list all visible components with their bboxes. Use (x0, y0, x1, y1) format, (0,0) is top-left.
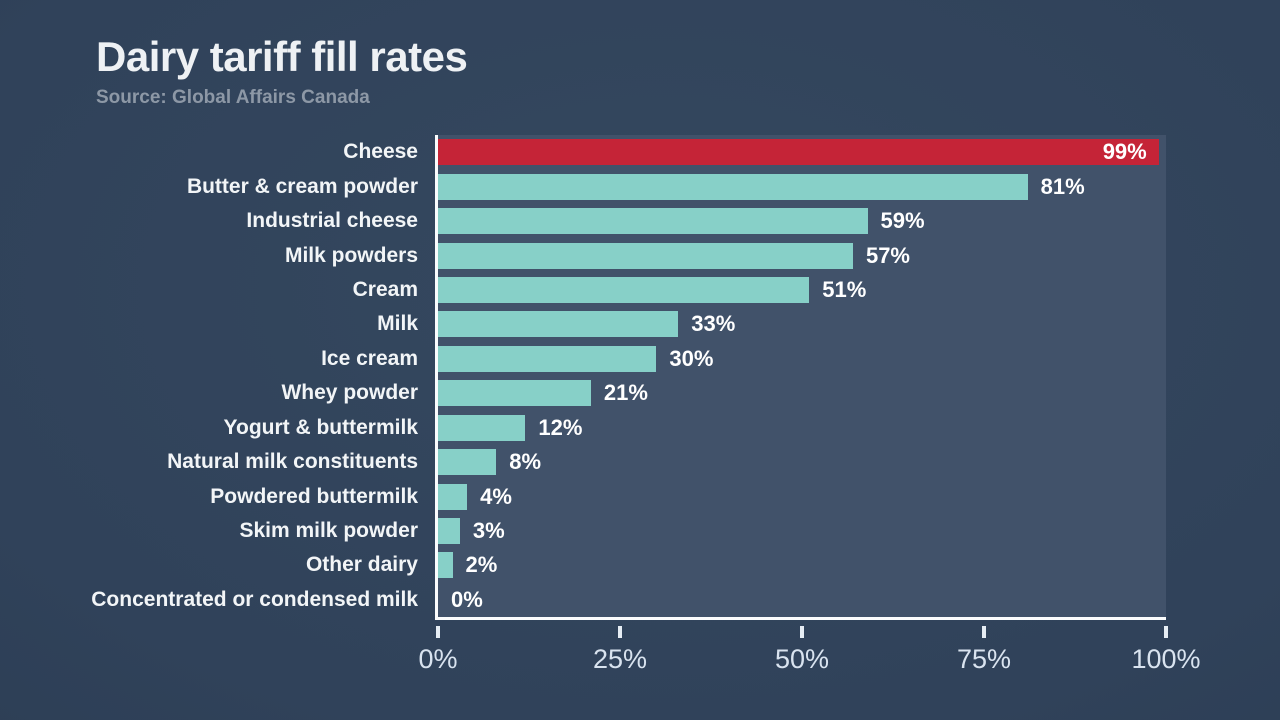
chart-header: Dairy tariff fill rates Source: Global A… (96, 33, 468, 109)
category-label: Butter & cream powder (186, 174, 418, 198)
category-label: Powdered buttermilk (210, 484, 418, 508)
category-labels: Cheese Butter & cream powder Industrial ch… (0, 135, 418, 617)
y-axis-line (435, 135, 438, 620)
x-axis-tick (436, 626, 440, 638)
bar (438, 311, 679, 338)
bar (438, 380, 591, 407)
bar-value-label: 21% (603, 380, 648, 406)
category-label: Milk (377, 312, 418, 336)
x-axis: 0% 25% 50% 75% 100% (418, 620, 1201, 690)
bar (438, 449, 497, 476)
category-label: Natural milk constituents (167, 450, 418, 474)
bar-value-label: 4% (480, 483, 512, 509)
x-axis-line (435, 617, 1166, 620)
x-axis-tick-label: 100% (1131, 644, 1201, 674)
plot-area: 99% 81% 59% 57% 51% 33% 30% 21% 12% 8% 4% 3% 2% 0% (435, 135, 1166, 620)
category-label: Yogurt & buttermilk (223, 415, 418, 439)
bar (438, 483, 468, 510)
x-axis-tick-label: 75% (956, 644, 1012, 674)
x-axis-tick-label: 0% (418, 644, 458, 674)
bar-value-label: 51% (822, 276, 867, 302)
bar (438, 139, 1159, 166)
category-label: Other dairy (305, 553, 418, 577)
category-label: Cheese (343, 140, 418, 164)
category-label: Concentrated or condensed milk (91, 587, 418, 611)
bar-value-label: 2% (465, 552, 498, 578)
x-axis-tick-label: 25% (592, 644, 648, 674)
bar-value-label: 30% (669, 345, 714, 371)
bar (438, 242, 853, 269)
bar-value-label: 99% (1102, 139, 1147, 165)
bar-value-label: 81% (1040, 173, 1085, 199)
category-label: Ice cream (321, 346, 418, 370)
x-axis-tick (800, 626, 804, 638)
x-axis-tick (1164, 626, 1168, 638)
bar-chart: Cheese Butter & cream powder Industrial ch… (0, 135, 1280, 620)
x-axis-tick-label: 50% (774, 644, 830, 674)
bar-value-label: 57% (865, 242, 910, 268)
bar-value-label: 59% (880, 208, 925, 234)
category-label: Milk powders (284, 243, 418, 267)
bar (438, 345, 657, 372)
bar-value-label: 12% (538, 414, 583, 440)
x-axis-tick (618, 626, 622, 638)
bar-value-label: 0% (451, 586, 483, 612)
chart-source: Source: Global Affairs Canada (96, 87, 370, 109)
category-label: Skim milk powder (239, 518, 418, 542)
bar (438, 517, 460, 544)
bar-value-label: 33% (691, 311, 736, 337)
category-label: Industrial cheese (246, 209, 418, 233)
category-label: Whey powder (281, 381, 418, 405)
bar (438, 173, 1028, 200)
x-axis-tick (982, 626, 986, 638)
bar (438, 414, 526, 441)
bar (438, 208, 868, 235)
bar-value-label: 8% (509, 449, 542, 475)
bar (438, 552, 453, 579)
bar-value-label: 3% (472, 517, 505, 543)
category-label: Cream (352, 277, 418, 301)
chart-title: Dairy tariff fill rates (96, 33, 468, 80)
bar (438, 276, 810, 303)
